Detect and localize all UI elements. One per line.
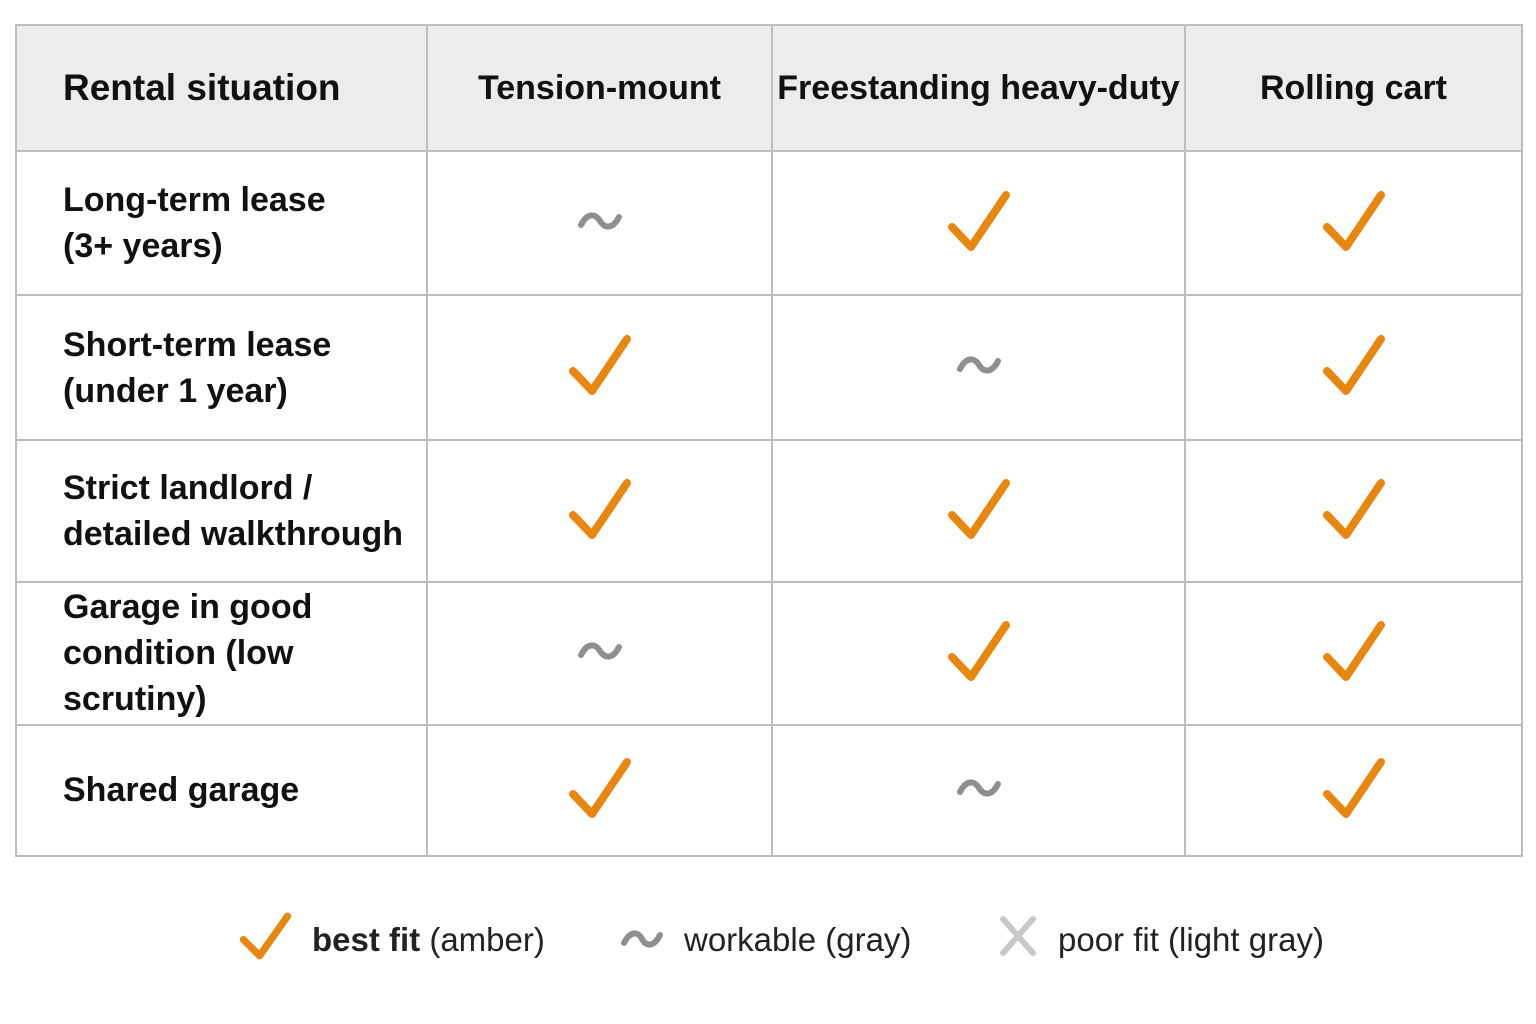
table-row: Garage in good condition (low scrutiny)	[15, 581, 1523, 726]
row-label-line: Strict landlord /	[63, 469, 313, 507]
check-icon	[567, 754, 633, 827]
row-label-line: (3+ years)	[63, 227, 223, 266]
cell-tension-mount	[426, 149, 773, 297]
row-label: Garage in good condition (low scrutiny)	[15, 581, 428, 726]
cell-rolling-cart	[1184, 294, 1523, 441]
table-row: Short-term lease (under 1 year)	[15, 294, 1523, 441]
table-row: Long-term lease (3+ years)	[15, 149, 1523, 297]
check-icon	[946, 187, 1012, 260]
check-icon	[1321, 754, 1387, 827]
check-icon	[1321, 331, 1387, 404]
column-header-rental-situation: Rental situation	[15, 24, 428, 152]
row-label: Strict landlord / detailed walkthrough	[15, 438, 428, 584]
tilde-icon	[577, 209, 623, 238]
tilde-icon	[577, 639, 623, 668]
check-icon	[567, 331, 633, 404]
column-header-freestanding: Freestanding heavy-duty	[771, 24, 1186, 152]
column-header-tension-mount: Tension-mount	[426, 24, 773, 152]
legend-workable-text: workable (gray)	[684, 921, 912, 958]
cell-rolling-cart	[1184, 149, 1523, 297]
cell-tension-mount	[426, 438, 773, 584]
cell-freestanding	[771, 149, 1186, 297]
row-label: Long-term lease (3+ years)	[15, 149, 428, 297]
row-label-line: condition (low scrutiny)	[63, 634, 294, 719]
tilde-icon	[620, 921, 664, 959]
check-icon	[238, 909, 292, 971]
legend-best-rest: (amber)	[420, 921, 545, 958]
row-label-line: Garage in good	[63, 588, 313, 627]
cell-freestanding	[771, 294, 1186, 441]
row-label: Shared garage	[15, 723, 428, 858]
row-label-line: Shared garage	[63, 771, 300, 810]
cell-freestanding	[771, 438, 1186, 584]
row-label-line: Long-term lease	[63, 181, 326, 220]
legend-poor-text: poor fit (light gray)	[1058, 921, 1324, 958]
legend-item-workable: workable (gray)	[620, 900, 911, 980]
table-row: Strict landlord / detailed walkthrough	[15, 438, 1523, 584]
legend-item-best: best fit (amber)	[238, 900, 545, 980]
check-icon	[946, 475, 1012, 548]
cell-rolling-cart	[1184, 438, 1523, 584]
cell-tension-mount	[426, 294, 773, 441]
cell-freestanding	[771, 723, 1186, 858]
row-label-line: detailed walkthrough	[63, 515, 404, 553]
cell-rolling-cart	[1184, 581, 1523, 726]
check-icon	[567, 475, 633, 548]
row-label-line: (under 1 year)	[63, 371, 288, 410]
cell-rolling-cart	[1184, 723, 1523, 858]
header-row: Rental situation Tension-mount Freestand…	[15, 24, 1523, 152]
row-label-line: Short-term lease	[63, 325, 332, 364]
check-icon	[1321, 475, 1387, 548]
legend: best fit (amber) workable (gray) poor fi…	[0, 900, 1536, 980]
check-icon	[1321, 617, 1387, 690]
column-header-rolling-cart: Rolling cart	[1184, 24, 1523, 152]
cell-tension-mount	[426, 723, 773, 858]
row-label: Short-term lease (under 1 year)	[15, 294, 428, 441]
table-row: Shared garage	[15, 723, 1523, 858]
cell-freestanding	[771, 581, 1186, 726]
tilde-icon	[956, 776, 1002, 805]
check-icon	[1321, 187, 1387, 260]
cell-tension-mount	[426, 581, 773, 726]
legend-item-poor: poor fit (light gray)	[998, 900, 1324, 980]
x-icon	[998, 914, 1038, 966]
tilde-icon	[956, 353, 1002, 382]
check-icon	[946, 617, 1012, 690]
legend-best-bold: best fit	[312, 921, 421, 958]
comparison-table: Rental situation Tension-mount Freestand…	[15, 24, 1523, 858]
